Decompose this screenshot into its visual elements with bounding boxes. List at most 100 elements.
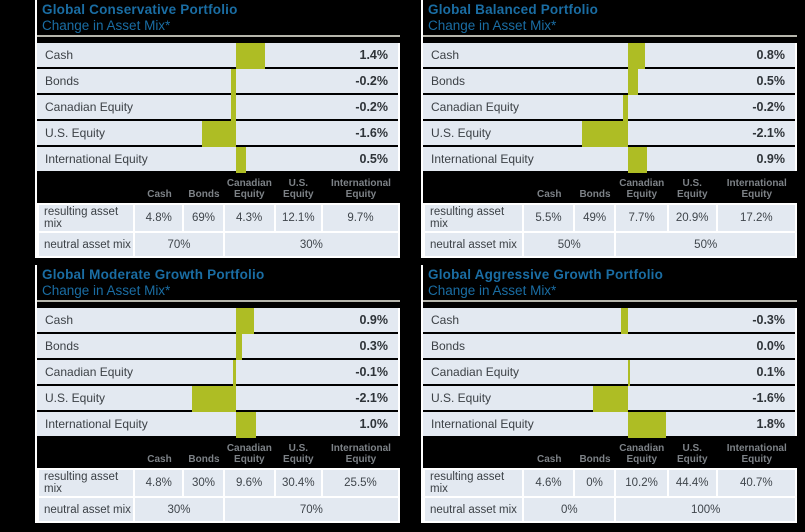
bar <box>235 412 257 438</box>
category-label: Bonds <box>431 74 466 88</box>
chart-row-canadian-equity: Canadian Equity -0.1% <box>37 360 398 386</box>
asset-mix-table: resulting asset mix 4.8% 30% 9.6% 30.4% … <box>37 468 400 523</box>
table-cell: 4.8% <box>135 205 183 231</box>
bar <box>202 121 236 147</box>
table-cell: 17.2% <box>717 205 795 231</box>
table-cell: 69% <box>184 205 223 231</box>
row-label: resulting asset mix <box>39 205 134 231</box>
asset-mix-table-header: Cash Bonds Canadian Equity U.S. Equity I… <box>423 178 797 203</box>
value-label: 1.4% <box>359 48 389 62</box>
category-label: U.S. Equity <box>45 126 106 140</box>
category-label: U.S. Equity <box>431 391 492 405</box>
table-cell-merged: 70% <box>135 233 223 256</box>
asset-mix-bar-chart: Cash 0.8% Bonds 0.5% Canadian Equity -0.… <box>423 43 797 173</box>
table-cell: 4.8% <box>135 470 183 496</box>
value-label: 0.5% <box>756 74 786 88</box>
bar <box>627 412 667 438</box>
col-header-canadian-equity: Canadian Equity <box>619 443 665 465</box>
value-label: 0.3% <box>359 339 389 353</box>
asset-mix-bar-chart: Cash 1.4% Bonds -0.2% Canadian Equity -0… <box>37 43 400 173</box>
asset-mix-table-header: Cash Bonds Canadian Equity U.S. Equity I… <box>37 443 400 468</box>
table-cell: 12.1% <box>275 205 321 231</box>
table-cell: 7.7% <box>616 205 667 231</box>
col-header-us-equity: U.S. Equity <box>283 443 314 465</box>
value-label: -0.2% <box>355 100 388 114</box>
category-label: Cash <box>45 313 74 327</box>
value-label: -0.3% <box>752 313 785 327</box>
category-label: Canadian Equity <box>45 100 134 114</box>
value-label: -0.2% <box>355 74 388 88</box>
table-row-neutral: neutral asset mix 30% 70% <box>39 498 398 521</box>
category-label: Canadian Equity <box>431 100 520 114</box>
category-label: U.S. Equity <box>431 126 492 140</box>
table-cell: 30.4% <box>275 470 321 496</box>
chart-row-bonds: Bonds 0.3% <box>37 334 398 360</box>
table-cell: 10.2% <box>616 470 667 496</box>
col-header-us-equity: U.S. Equity <box>676 443 708 465</box>
category-label: Canadian Equity <box>431 365 520 379</box>
category-label: International Equity <box>431 152 534 166</box>
table-cell: 5.5% <box>524 205 573 231</box>
category-label: U.S. Equity <box>45 391 106 405</box>
panel-header: Global Moderate Growth Portfolio Change … <box>37 265 400 298</box>
divider <box>37 300 400 302</box>
value-label: -1.6% <box>355 126 388 140</box>
table-cell: 9.7% <box>322 205 398 231</box>
table-cell: 4.6% <box>524 470 573 496</box>
chart-row-us-equity: U.S. Equity -1.6% <box>423 386 795 412</box>
table-cell: 9.6% <box>224 470 274 496</box>
table-cell-merged: 50% <box>616 233 795 256</box>
asset-mix-bar-chart: Cash 0.9% Bonds 0.3% Canadian Equity -0.… <box>37 308 400 438</box>
divider <box>37 35 400 37</box>
table-cell-merged: 100% <box>616 498 795 521</box>
panel-global-conservative: Global Conservative Portfolio Change in … <box>35 0 400 258</box>
chart-row-us-equity: U.S. Equity -2.1% <box>37 386 398 412</box>
row-label: neutral asset mix <box>39 233 134 256</box>
value-label: 1.8% <box>756 417 786 431</box>
chart-row-international-equity: International Equity 0.5% <box>37 147 398 173</box>
chart-row-cash: Cash 1.4% <box>37 43 398 69</box>
col-header-canadian-equity: Canadian Equity <box>619 178 665 200</box>
chart-row-bonds: Bonds -0.2% <box>37 69 398 95</box>
bar <box>621 308 628 334</box>
col-header-international-equity: International Equity <box>330 443 391 465</box>
panel-title: Global Moderate Growth Portfolio <box>42 267 265 282</box>
panel-global-balanced: Global Balanced Portfolio Change in Asse… <box>421 0 797 258</box>
value-label: 0.8% <box>756 48 786 62</box>
value-label: -2.1% <box>752 126 785 140</box>
bar <box>623 95 628 121</box>
table-cell-merged: 30% <box>135 498 223 521</box>
chart-row-international-equity: International Equity 0.9% <box>423 147 795 173</box>
col-header-international-equity: International Equity <box>330 178 391 200</box>
bar <box>235 43 265 69</box>
asset-mix-table-header: Cash Bonds Canadian Equity U.S. Equity I… <box>423 443 797 468</box>
panel-header: Global Conservative Portfolio Change in … <box>37 0 400 33</box>
table-cell: 49% <box>574 205 615 231</box>
table-row-resulting: resulting asset mix 4.8% 69% 4.3% 12.1% … <box>39 205 398 231</box>
chart-row-canadian-equity: Canadian Equity -0.2% <box>37 95 398 121</box>
value-label: -0.1% <box>355 365 388 379</box>
col-header-international-equity: International Equity <box>726 178 787 200</box>
col-header-canadian-equity: Canadian Equity <box>226 443 272 465</box>
col-header-cash: Cash <box>536 454 562 465</box>
bar <box>233 360 236 386</box>
header-spacer <box>423 443 524 468</box>
chart-row-international-equity: International Equity 1.8% <box>423 412 795 438</box>
bar <box>235 334 242 360</box>
bar <box>231 69 236 95</box>
chart-row-cash: Cash 0.8% <box>423 43 795 69</box>
col-header-bonds: Bonds <box>188 454 220 465</box>
asset-mix-bar-chart: Cash -0.3% Bonds 0.0% Canadian Equity 0.… <box>423 308 797 438</box>
table-row-resulting: resulting asset mix 5.5% 49% 7.7% 20.9% … <box>425 205 795 231</box>
value-label: -0.2% <box>752 100 785 114</box>
divider <box>423 35 797 37</box>
asset-mix-table-header: Cash Bonds Canadian Equity U.S. Equity I… <box>37 178 400 203</box>
value-label: 1.0% <box>359 417 389 431</box>
table-cell-merged: 0% <box>524 498 615 521</box>
col-header-bonds: Bonds <box>579 454 611 465</box>
table-row-neutral: neutral asset mix 70% 30% <box>39 233 398 256</box>
panel-title: Global Balanced Portfolio <box>428 2 599 17</box>
row-label: neutral asset mix <box>39 498 134 521</box>
chart-row-international-equity: International Equity 1.0% <box>37 412 398 438</box>
